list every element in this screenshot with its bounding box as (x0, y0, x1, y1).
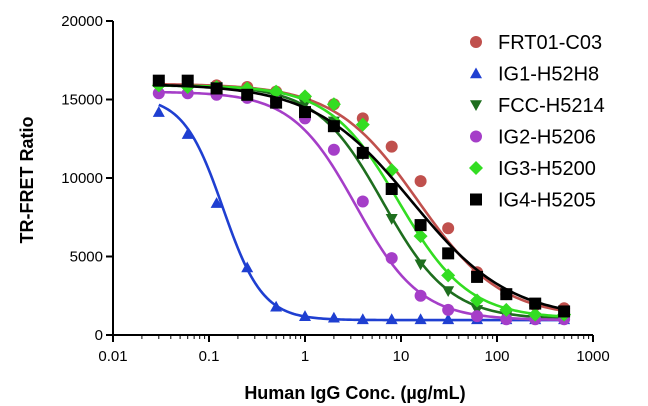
x-tick-label: 0.01 (98, 348, 127, 365)
data-point (471, 310, 484, 323)
series-4 (152, 87, 571, 326)
x-tick-label: 1000 (576, 348, 609, 365)
data-point (152, 106, 165, 117)
y-axis-title: TR-FRET Ratio (17, 117, 37, 244)
y-tick-label: 10000 (61, 170, 103, 187)
data-point (442, 286, 455, 298)
legend-label: IG1-H52H8 (498, 64, 599, 86)
legend-marker (470, 100, 482, 111)
legend-item: FRT01-C03 (470, 32, 602, 54)
data-point (442, 222, 455, 235)
series-6 (152, 74, 571, 318)
x-tick-label: 0.1 (199, 348, 220, 365)
fit-curve (158, 90, 565, 322)
data-point (210, 82, 223, 95)
legend-label: IG3-H5200 (498, 158, 596, 180)
data-point (385, 214, 398, 225)
data-point (414, 313, 427, 325)
axes: 0 5000 10000 15000 20000 0.01 0.1 1 10 100 1000 (61, 13, 609, 365)
data-point (471, 270, 484, 283)
data-point (356, 313, 369, 325)
data-point (299, 310, 311, 321)
data-point (241, 261, 254, 273)
data-point (414, 259, 427, 271)
data-point (385, 252, 398, 265)
y-tick-label: 20000 (61, 13, 103, 30)
data-point (414, 219, 427, 232)
legend-marker (470, 36, 482, 48)
data-point (327, 120, 340, 133)
data-point (181, 74, 194, 87)
data-point (529, 297, 542, 310)
series-layer (151, 74, 572, 326)
data-point (414, 175, 427, 188)
data-point (528, 307, 543, 322)
data-point (326, 97, 341, 112)
legend-marker (470, 67, 482, 79)
y-tick-label: 5000 (70, 249, 103, 266)
x-tick-label: 100 (484, 348, 509, 365)
data-point (152, 87, 165, 100)
x-tick-label: 10 (393, 348, 410, 365)
data-point (356, 146, 369, 159)
legend-item: FCC-H5214 (470, 95, 605, 117)
data-point (442, 303, 455, 316)
legend-item: IG2-H5206 (470, 127, 596, 149)
y-tick-label: 15000 (61, 92, 103, 109)
data-point (298, 89, 312, 104)
data-point (470, 293, 485, 308)
data-point (270, 96, 283, 109)
legend-label: IG4-H5205 (498, 190, 596, 212)
legend-item: IG1-H52H8 (470, 64, 599, 86)
data-point (356, 195, 369, 208)
x-tick-label: 1 (301, 348, 309, 365)
fit-curve (158, 83, 565, 311)
legend-marker (470, 193, 482, 206)
data-point (181, 128, 194, 139)
legend: FRT01-C03 IG1-H52H8 FCC-H5214 IG2-H5206 IG3-… (469, 32, 605, 212)
data-point (270, 300, 283, 312)
data-point (414, 289, 427, 302)
data-point (241, 88, 254, 101)
legend-label: FCC-H5214 (498, 95, 605, 117)
data-point (269, 84, 284, 99)
data-point (327, 311, 340, 323)
data-point (500, 313, 513, 326)
data-point (327, 143, 340, 156)
data-point (385, 182, 398, 195)
data-point (442, 247, 455, 260)
legend-label: IG2-H5206 (498, 127, 596, 149)
x-axis-title: Human IgG Conc. (µg/mL) (244, 383, 465, 403)
data-point (385, 313, 398, 325)
legend-item: IG4-H5205 (470, 190, 596, 212)
data-point (385, 140, 398, 153)
y-tick-label: 0 (95, 327, 103, 344)
legend-item: IG3-H5200 (469, 158, 596, 180)
data-point (413, 229, 428, 244)
data-point (500, 288, 513, 301)
legend-marker (469, 161, 483, 175)
legend-marker (470, 130, 482, 143)
data-point (152, 74, 165, 87)
data-point (442, 313, 455, 325)
data-point (210, 197, 223, 208)
data-point (558, 305, 571, 318)
data-point (499, 302, 514, 317)
legend-label: FRT01-C03 (498, 32, 602, 54)
data-point (299, 106, 311, 119)
data-point (441, 268, 456, 283)
data-point (355, 117, 370, 132)
